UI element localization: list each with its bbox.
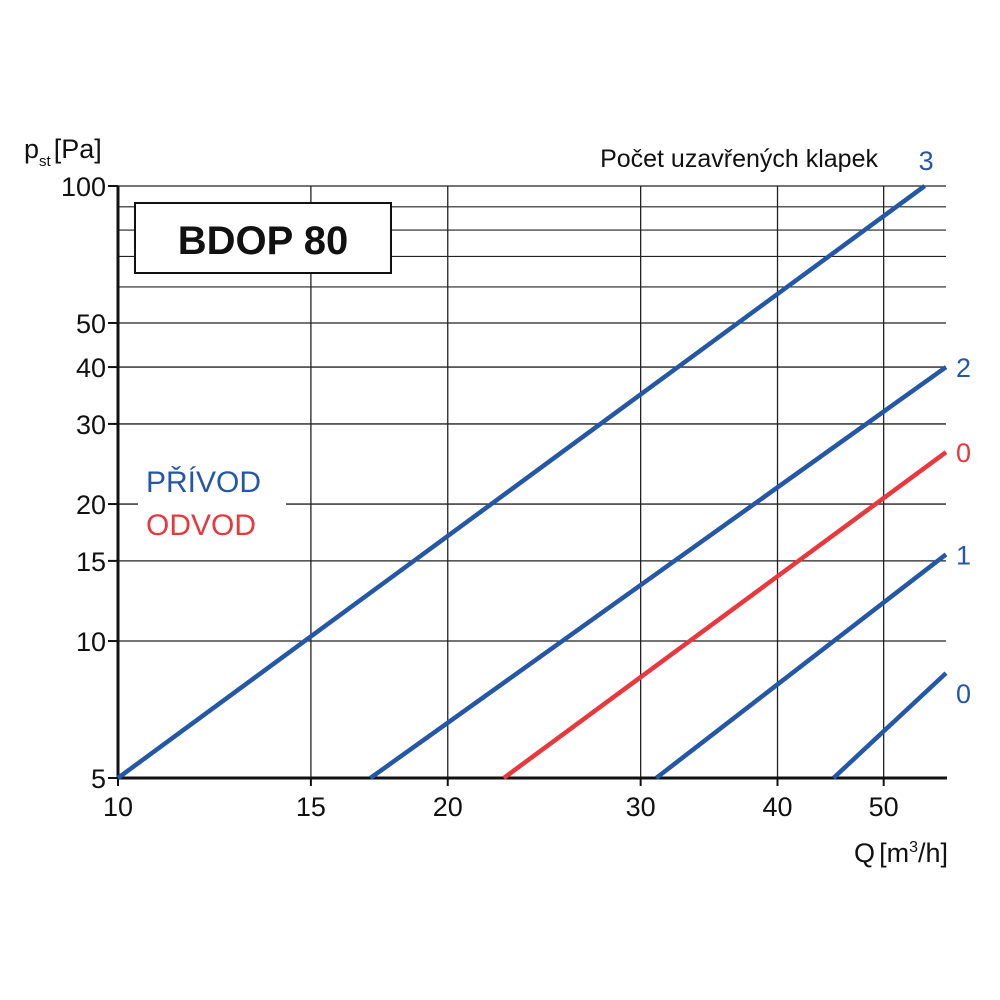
x-tick-label: 10: [103, 792, 133, 822]
chart-header: Počet uzavřených klapek: [600, 145, 878, 173]
y-tick-label: 30: [76, 410, 106, 440]
y-tick-label: 100: [61, 172, 106, 202]
y-tick-label: 50: [76, 309, 106, 339]
x-tick-label: 30: [626, 792, 656, 822]
x-tick-label: 15: [296, 792, 326, 822]
series-line-0: [116, 184, 926, 780]
y-tick-label: 20: [76, 490, 106, 520]
series-label-1: 2: [956, 353, 971, 383]
series-lines: [116, 184, 948, 780]
legend-privod: PŘÍVOD: [146, 466, 261, 499]
title-box: [134, 202, 392, 274]
legend-odvod: ODVOD: [146, 509, 256, 542]
series-label-0: 3: [919, 146, 934, 176]
legend-background: [138, 455, 286, 547]
y-axis-label: pst [Pa]: [24, 134, 102, 170]
y-tick-label: 40: [76, 353, 106, 383]
x-axis-label: Q [m3/h]: [854, 838, 948, 868]
series-label-2: 0: [956, 438, 971, 468]
series-line-1: [369, 365, 948, 780]
series-line-3: [654, 552, 948, 780]
series-label-4: 0: [956, 679, 971, 709]
x-tick-label: 50: [869, 792, 899, 822]
series-label-3: 1: [956, 540, 971, 570]
series-labels: 3 2 0 1 0: [919, 146, 971, 709]
y-tick-label: 5: [91, 764, 106, 794]
x-tick-label: 20: [433, 792, 463, 822]
series-line-2: [502, 450, 948, 780]
y-tick-label: 10: [76, 627, 106, 657]
y-tick-label: 15: [76, 547, 106, 577]
grid: [118, 185, 946, 778]
axes: [116, 186, 947, 780]
x-tick-label: 40: [762, 792, 792, 822]
chart-title: BDOP 80: [178, 219, 348, 263]
series-line-4: [832, 671, 948, 780]
